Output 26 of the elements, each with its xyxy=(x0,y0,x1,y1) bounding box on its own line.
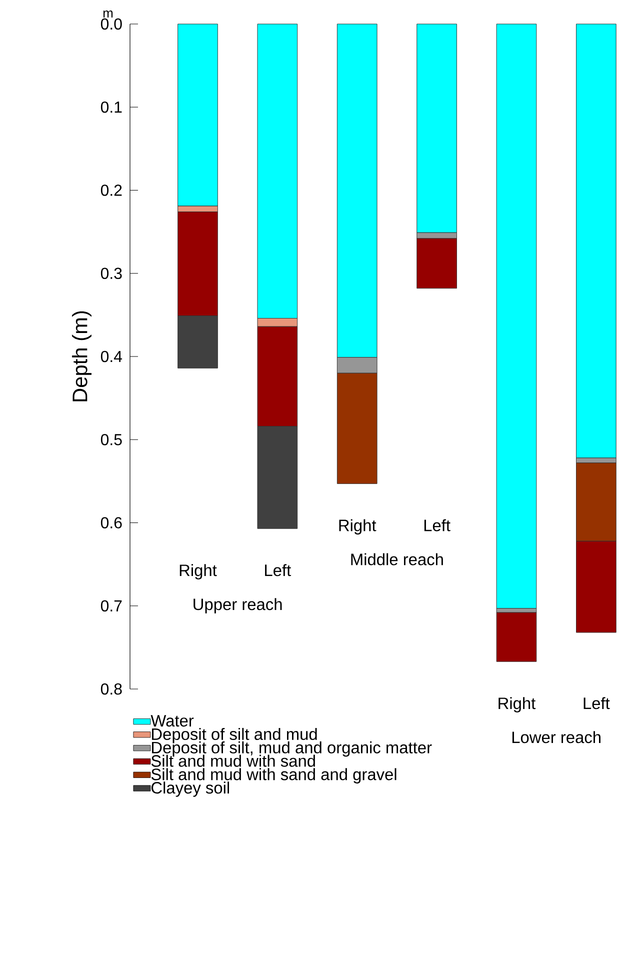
y-tick-label: 0.8 xyxy=(100,683,122,695)
y-tick-label: 0.3 xyxy=(100,268,122,280)
annotation: Upper reach xyxy=(194,598,282,614)
x-tick-label: Left xyxy=(584,697,610,710)
x-tick-label: Left xyxy=(265,564,292,576)
bar xyxy=(496,612,537,662)
legend-label: Clayey soil xyxy=(151,782,230,797)
text: Lower reach xyxy=(512,731,600,744)
x-tick-label: Right xyxy=(180,564,217,580)
y-tick-label: 0.2 xyxy=(100,184,122,196)
bar xyxy=(496,24,537,609)
y-tick-label: 0.6 xyxy=(100,517,122,528)
legend-label: Water xyxy=(150,715,194,727)
y-tick-label: 0.1 xyxy=(100,101,122,113)
y-axis-title: Depth (m) xyxy=(72,311,92,402)
y-tick-label: 0.4 xyxy=(100,350,122,362)
legend-label: Silt and mud with sand xyxy=(151,754,315,767)
y-tick-label: 0.7 xyxy=(100,600,122,612)
text: m xyxy=(103,10,113,18)
x-tick-label: Left xyxy=(424,519,450,532)
x-tick-label: Right xyxy=(498,697,536,712)
y-tick-label: 0.5 xyxy=(100,434,122,446)
bar xyxy=(576,24,616,458)
x-tick-label: Right xyxy=(339,519,376,535)
annotation: Middle reach xyxy=(351,553,443,566)
y-tick-label: 0.0 xyxy=(100,18,122,30)
